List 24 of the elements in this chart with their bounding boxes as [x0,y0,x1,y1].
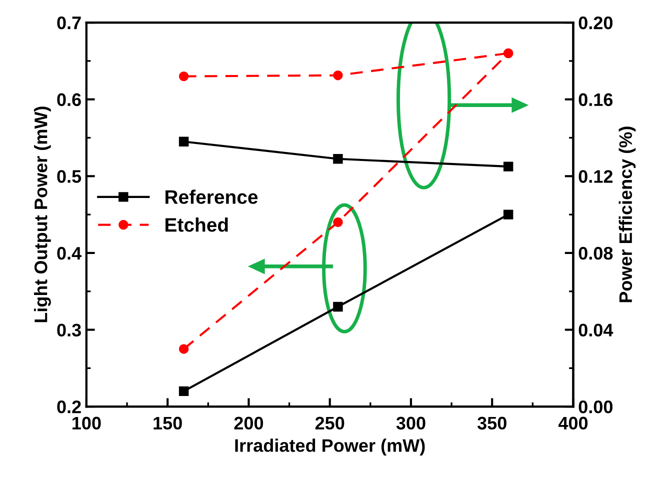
y2-tick-label: 0.20 [578,16,612,30]
y2-tick-label: 0.08 [578,246,613,260]
y-tick-label: 0.3 [57,324,81,337]
x-axis-title: Irradiated Power (mW) [235,438,425,456]
x-tick-label: 300 [396,416,426,430]
legend-label: Reference [166,190,258,204]
y2-tick-label: 0.00 [578,400,612,414]
x-tick-label: 250 [315,416,344,430]
y-axis-title: Light Output Power (mW) [34,106,51,322]
x-tick-label: 150 [154,416,182,430]
x-tick-label: 200 [234,416,264,430]
x-tick-label: 100 [72,416,101,430]
y2-tick-label: 0.04 [578,324,614,336]
y2-tick-label: 0.16 [578,93,613,106]
y-tick-label: 0.7 [57,16,81,30]
y-tick-label: 0.2 [57,400,81,414]
y2-axis-title: Power Efficiency (%) [618,126,636,302]
legend-label: Etched [166,218,228,232]
y-tick-label: 0.5 [57,170,82,183]
x-tick-label: 350 [477,416,506,430]
x-tick-label: 400 [558,416,588,430]
y-tick-label: 0.4 [57,246,82,260]
y-tick-label: 0.6 [57,93,81,106]
y2-tick-label: 0.12 [578,170,613,183]
